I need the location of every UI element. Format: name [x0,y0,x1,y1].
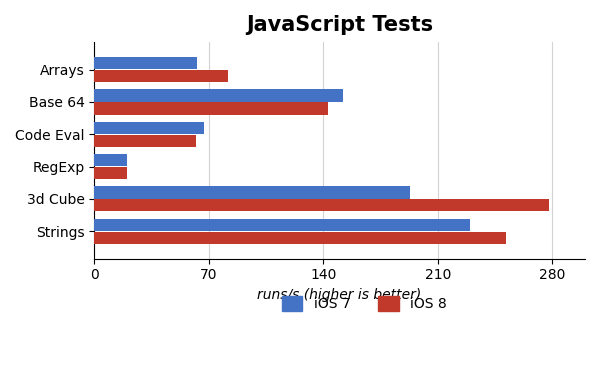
Bar [94,135,196,147]
Bar [94,167,127,179]
X-axis label: runs/s (higher is better): runs/s (higher is better) [257,288,422,302]
Bar [94,154,127,166]
Legend: iOS 7, iOS 8: iOS 7, iOS 8 [276,291,452,317]
Title: JavaScript Tests: JavaScript Tests [246,15,433,35]
Bar [94,102,328,115]
Bar [94,186,410,198]
Bar [94,70,229,82]
Bar [94,199,549,211]
Bar [94,219,470,231]
Bar [94,89,343,102]
Bar [94,232,506,244]
Bar [94,122,204,134]
Bar [94,57,197,69]
